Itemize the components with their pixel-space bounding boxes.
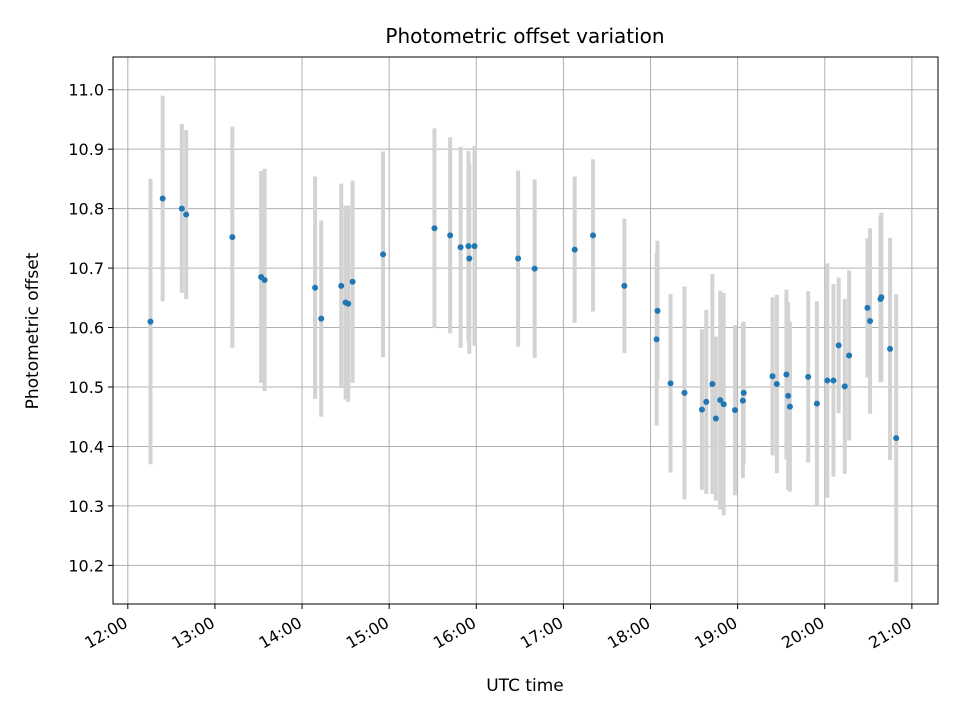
data-point (531, 265, 538, 272)
data-point (178, 205, 185, 212)
data-point (667, 380, 674, 387)
data-point (654, 307, 661, 314)
data-point (785, 392, 792, 399)
data-point (717, 397, 724, 404)
data-point (864, 304, 871, 311)
data-point (703, 398, 710, 405)
data-point (835, 342, 842, 349)
y-axis-ticks: 10.2 10.3 10.4 10.5 10.6 10.7 10.8 10.9 11.0 (68, 81, 113, 575)
data-point (709, 381, 716, 388)
data-point (813, 400, 820, 407)
data-point (229, 234, 236, 241)
data-point (681, 389, 688, 396)
data-point (466, 255, 473, 262)
data-point (447, 232, 454, 239)
data-point (183, 211, 190, 218)
data-point (739, 397, 746, 404)
data-point (431, 225, 438, 232)
data-point (471, 243, 478, 250)
y-tick-label: 10.8 (68, 200, 104, 219)
data-point (345, 300, 352, 307)
data-point (698, 406, 705, 413)
y-tick-label: 10.6 (68, 319, 104, 338)
data-point (887, 345, 894, 352)
grid (113, 57, 938, 604)
data-points (147, 195, 900, 442)
data-point (159, 195, 166, 202)
y-tick-label: 10.4 (68, 437, 104, 456)
data-point (720, 401, 727, 408)
data-point (769, 373, 776, 380)
data-point (318, 315, 325, 322)
y-tick-label: 10.5 (68, 378, 104, 397)
data-point (732, 407, 739, 414)
data-point (457, 244, 464, 251)
chart-title: Photometric offset variation (385, 24, 664, 48)
data-point (261, 276, 268, 283)
plot-area-frame (112, 56, 939, 605)
data-point (338, 282, 345, 289)
y-tick-label: 11.0 (68, 81, 104, 100)
y-tick-label: 10.2 (68, 556, 104, 575)
data-point (312, 284, 319, 291)
y-axis-title: Photometric offset (23, 252, 43, 409)
data-point (653, 336, 660, 343)
x-axis-title: UTC time (486, 676, 564, 696)
data-point (590, 232, 597, 239)
data-point (867, 317, 874, 324)
data-point (805, 373, 812, 380)
data-point (349, 278, 356, 285)
data-point (878, 294, 885, 301)
data-point (515, 255, 522, 262)
data-point (830, 377, 837, 384)
data-point (571, 246, 578, 253)
data-point (465, 243, 472, 250)
data-point (147, 318, 154, 325)
data-point (824, 377, 831, 384)
data-point (773, 381, 780, 388)
data-point (783, 371, 790, 378)
data-point (621, 282, 628, 289)
data-point (893, 435, 900, 442)
data-point (846, 352, 853, 359)
data-point (740, 389, 747, 396)
data-point (380, 251, 387, 258)
data-point (786, 403, 793, 410)
y-tick-label: 10.7 (68, 259, 104, 278)
data-point (841, 383, 848, 390)
y-tick-label: 10.9 (68, 140, 104, 159)
y-tick-label: 10.3 (68, 497, 104, 516)
data-point (712, 415, 719, 422)
